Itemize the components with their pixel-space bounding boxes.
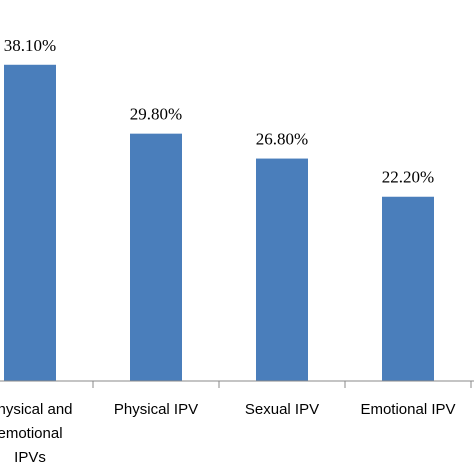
value-labels-group: 38.10% 29.80% 26.80% 22.20% (4, 36, 434, 187)
bars-group (4, 64, 434, 382)
x-axis-ticks-group (92, 381, 472, 388)
bar-3 (382, 196, 434, 381)
bar-0 (4, 64, 56, 382)
value-label-3: 22.20% (382, 168, 434, 187)
category-label-0-line-2: IPVs (14, 449, 46, 466)
value-label-2: 26.80% (256, 130, 308, 149)
category-label-1-line-0: Physical IPV (114, 401, 198, 418)
bar-2 (256, 158, 308, 381)
category-label-3: Emotional IPV (360, 401, 455, 418)
category-label-2: Sexual IPV (245, 401, 319, 418)
category-label-2-line-0: Sexual IPV (245, 401, 319, 418)
category-labels-group: Physical and emotional IPVs Physical IPV Sex… (0, 401, 456, 466)
category-label-0-line-1: emotional (0, 425, 63, 442)
category-label-0: Physical and emotional IPVs (0, 401, 73, 466)
value-label-1: 29.80% (130, 105, 182, 124)
value-label-0: 38.10% (4, 36, 56, 55)
category-label-1: Physical IPV (114, 401, 198, 418)
category-label-3-line-0: Emotional IPV (360, 401, 455, 418)
bar-1 (130, 133, 182, 381)
category-label-0-line-0: Physical and (0, 401, 73, 418)
